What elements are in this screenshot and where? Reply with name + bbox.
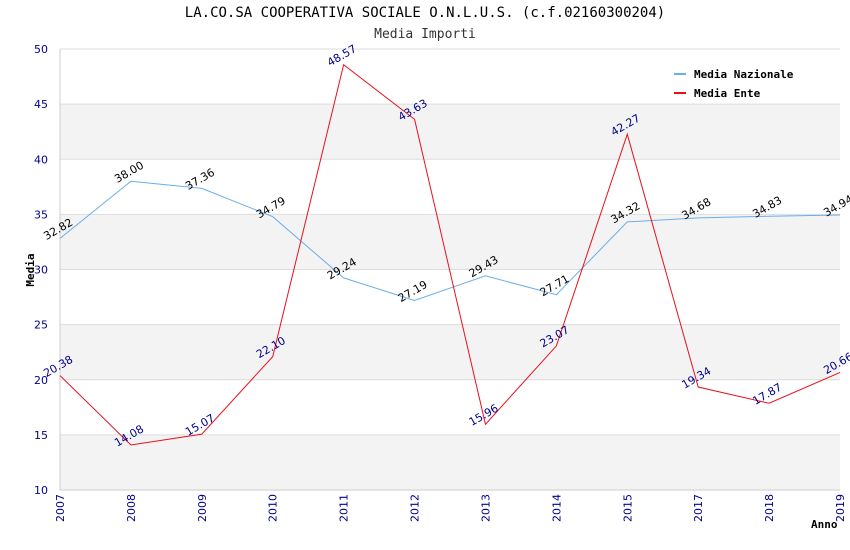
y-tick-label: 45 (34, 98, 48, 111)
grid-band (60, 434, 840, 490)
grid-band (60, 214, 840, 270)
x-tick-label: 2017 (692, 494, 705, 522)
x-axis: 2007 2008 2009 2010 2011 2012 2013 2014 2015 2017… (54, 494, 847, 522)
grid-band (60, 324, 840, 380)
grid-band (60, 159, 840, 215)
y-tick-label: 50 (34, 43, 48, 56)
x-tick-label: 2012 (409, 494, 422, 522)
series-line (59, 180, 841, 302)
y-tick-label: 30 (34, 264, 48, 277)
x-axis-label: Anno (811, 518, 838, 531)
y-tick-label: 15 (34, 429, 48, 442)
legend-label: Media Nazionale (694, 68, 794, 81)
y-tick-label: 40 (34, 153, 48, 166)
x-tick-label: 2010 (267, 494, 280, 522)
chart-subtitle: Media Importi (374, 27, 476, 42)
y-tick-label: 10 (34, 484, 48, 497)
grid-band (60, 379, 840, 435)
x-tick-label: 2014 (550, 494, 563, 522)
x-tick-label: 2013 (479, 494, 492, 522)
chart-title: LA.CO.SA COOPERATIVA SOCIALE O.N.L.U.S. … (184, 5, 666, 21)
x-tick-label: 2007 (54, 494, 67, 522)
legend-box (668, 60, 809, 102)
plot-background (59, 48, 840, 491)
x-tick-label: 2015 (621, 494, 634, 522)
grid-band (60, 269, 840, 325)
series-line (59, 63, 841, 446)
x-tick-label: 2009 (196, 494, 209, 522)
legend: Media Nazionale Media Ente (668, 60, 809, 102)
y-tick-label: 35 (34, 208, 48, 221)
y-axis: 10 15 20 25 30 35 40 45 50 (34, 43, 48, 497)
x-tick-label: 2008 (125, 494, 138, 522)
y-tick-label: 25 (34, 319, 48, 332)
x-tick-label: 2011 (338, 494, 351, 522)
x-tick-label: 2018 (763, 494, 776, 522)
grid-band (60, 104, 840, 160)
x-tick-label: 2019 (834, 494, 847, 522)
y-tick-label: 20 (34, 374, 48, 387)
legend-label: Media Ente (694, 87, 761, 100)
y-axis-label: Media (24, 253, 37, 286)
